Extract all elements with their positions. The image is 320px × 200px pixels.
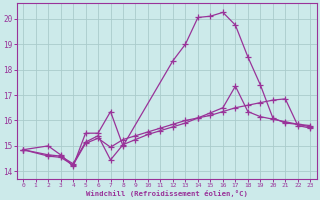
X-axis label: Windchill (Refroidissement éolien,°C): Windchill (Refroidissement éolien,°C) [86,190,248,197]
